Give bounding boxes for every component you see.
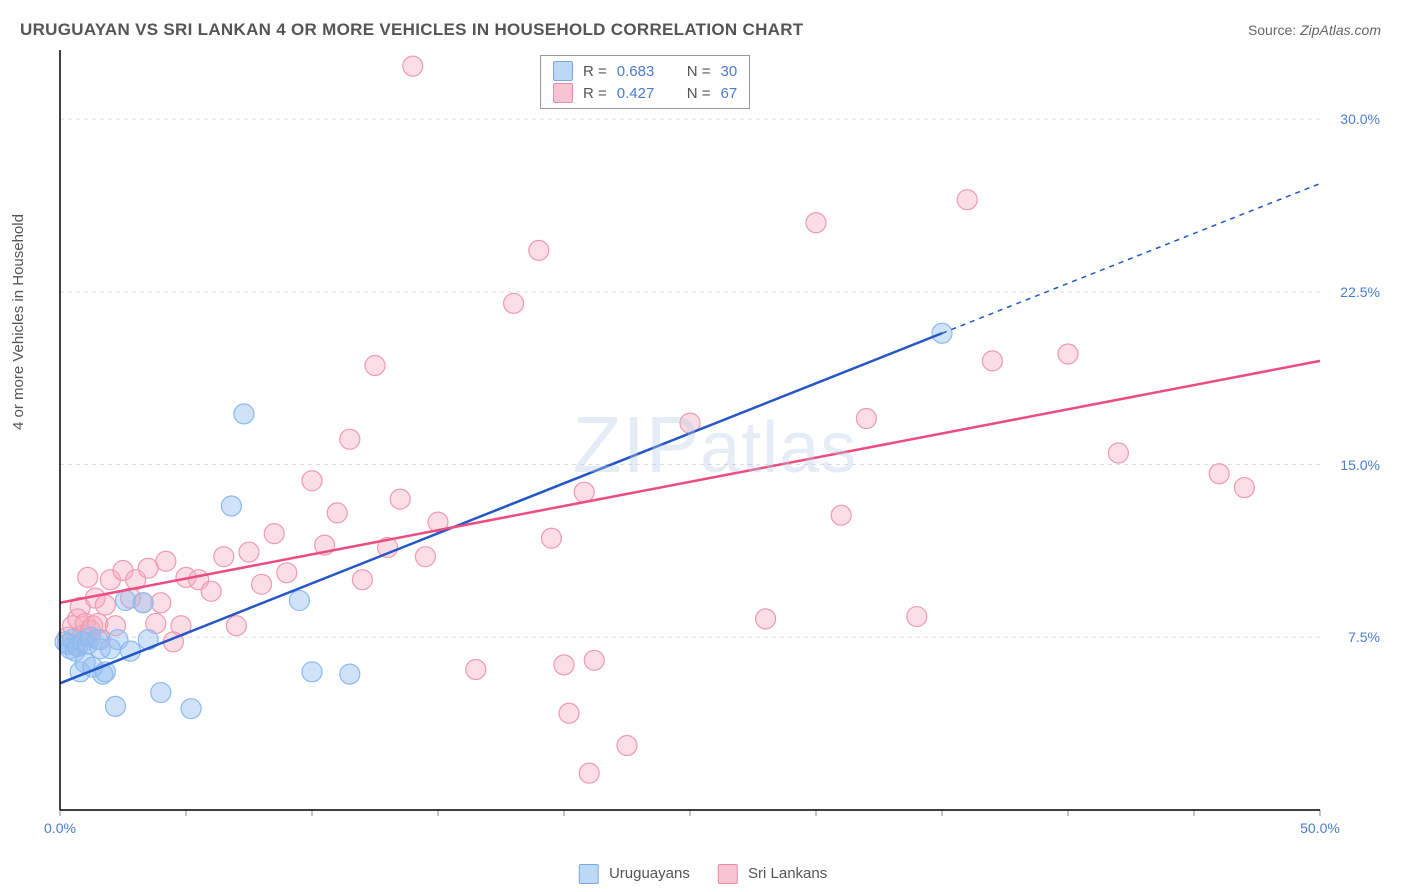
legend-swatch-uruguayans bbox=[579, 864, 599, 884]
bottom-legend: Uruguayans Sri Lankans bbox=[579, 864, 827, 884]
x-tick-label: 0.0% bbox=[44, 820, 76, 836]
stats-row-srilankans: R = 0.427 N = 67 bbox=[553, 82, 737, 104]
chart-svg bbox=[50, 50, 1380, 840]
plot-area: ZIPatlas R = 0.683 N = 30 R = 0.427 N = … bbox=[50, 50, 1380, 840]
y-tick-label: 7.5% bbox=[1348, 629, 1380, 645]
r-value-uruguayans: 0.683 bbox=[617, 63, 667, 80]
r-value-srilankans: 0.427 bbox=[617, 85, 667, 102]
n-value-uruguayans: 30 bbox=[721, 63, 738, 80]
legend-item-srilankans: Sri Lankans bbox=[718, 864, 827, 884]
y-tick-label: 15.0% bbox=[1340, 457, 1380, 473]
n-value-srilankans: 67 bbox=[721, 85, 738, 102]
y-axis-label: 4 or more Vehicles in Household bbox=[10, 214, 27, 430]
r-label: R = bbox=[583, 63, 607, 80]
legend-label-uruguayans: Uruguayans bbox=[609, 865, 690, 882]
chart-title: URUGUAYAN VS SRI LANKAN 4 OR MORE VEHICL… bbox=[20, 20, 804, 40]
r-label: R = bbox=[583, 85, 607, 102]
y-tick-label: 30.0% bbox=[1340, 111, 1380, 127]
n-label: N = bbox=[687, 85, 711, 102]
swatch-srilankans bbox=[553, 83, 573, 103]
source-attribution: Source: ZipAtlas.com bbox=[1248, 22, 1381, 38]
chart-container: URUGUAYAN VS SRI LANKAN 4 OR MORE VEHICL… bbox=[0, 0, 1406, 892]
legend-swatch-srilankans bbox=[718, 864, 738, 884]
source-label: Source: bbox=[1248, 22, 1296, 38]
legend-label-srilankans: Sri Lankans bbox=[748, 865, 827, 882]
x-tick-label: 50.0% bbox=[1300, 820, 1340, 836]
stats-row-uruguayans: R = 0.683 N = 30 bbox=[553, 60, 737, 82]
source-value: ZipAtlas.com bbox=[1300, 22, 1381, 38]
stats-legend-box: R = 0.683 N = 30 R = 0.427 N = 67 bbox=[540, 55, 750, 109]
swatch-uruguayans bbox=[553, 61, 573, 81]
y-tick-label: 22.5% bbox=[1340, 284, 1380, 300]
legend-item-uruguayans: Uruguayans bbox=[579, 864, 690, 884]
n-label: N = bbox=[687, 63, 711, 80]
